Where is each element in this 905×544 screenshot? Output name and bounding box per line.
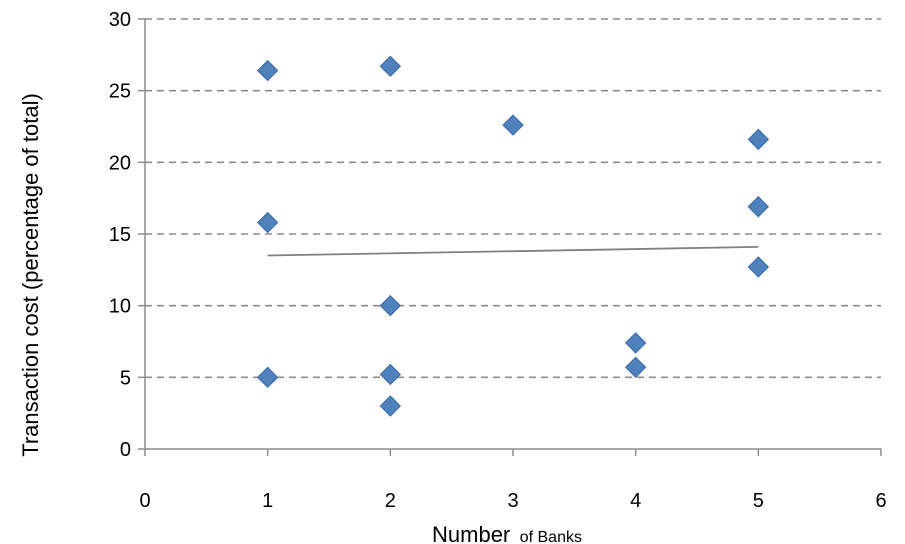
y-tick-label-15: 15 xyxy=(109,224,131,246)
x-tick-label-2: 2 xyxy=(385,490,396,512)
x-tick-label-3: 3 xyxy=(507,490,518,512)
data-point-9 xyxy=(626,333,646,353)
data-point-12 xyxy=(748,197,768,217)
x-axis-title-rest: of Banks xyxy=(520,529,582,544)
data-point-3 xyxy=(258,367,278,387)
trendline xyxy=(268,247,759,256)
x-tick-label-6: 6 xyxy=(875,490,886,512)
tick-labels: 0 5 10 15 20 25 30 0 1 2 3 4 5 6 xyxy=(109,9,887,512)
data-point-1 xyxy=(258,61,278,81)
data-point-7 xyxy=(380,396,400,416)
data-point-8 xyxy=(503,115,523,135)
data-point-10 xyxy=(626,357,646,377)
x-axis-title: Number of Banks xyxy=(432,522,582,544)
data-point-11 xyxy=(748,129,768,149)
data-point-4 xyxy=(380,56,400,76)
data-points xyxy=(258,56,769,416)
y-tick-label-30: 30 xyxy=(109,9,131,31)
y-tick-label-0: 0 xyxy=(120,439,131,461)
x-tick-label-4: 4 xyxy=(630,490,641,512)
data-point-5 xyxy=(380,296,400,316)
y-tick-label-25: 25 xyxy=(109,81,131,103)
x-tick-label-1: 1 xyxy=(262,490,273,512)
y-tick-label-10: 10 xyxy=(109,296,131,318)
data-point-2 xyxy=(258,213,278,233)
y-tick-label-20: 20 xyxy=(109,152,131,174)
axes xyxy=(138,19,881,456)
trendline-group xyxy=(268,247,759,256)
x-tick-label-0: 0 xyxy=(139,490,150,512)
gridlines xyxy=(145,19,881,377)
data-point-13 xyxy=(748,257,768,277)
data-point-6 xyxy=(380,364,400,384)
y-axis-title: Transaction cost (percentage of total) xyxy=(18,93,43,457)
x-tick-label-5: 5 xyxy=(753,490,764,512)
x-axis-title-main: Number xyxy=(432,522,510,544)
y-tick-label-5: 5 xyxy=(120,367,131,389)
